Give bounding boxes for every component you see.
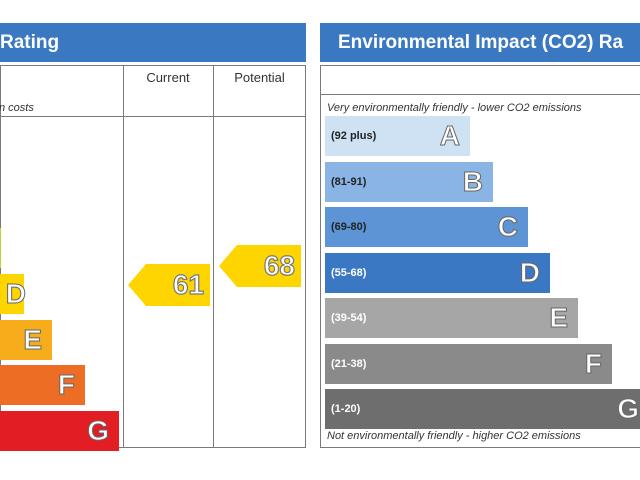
environmental-band-range: (39-54) <box>331 312 367 324</box>
energy-band-letter: E <box>23 324 43 356</box>
environmental-band-range: (69-80) <box>331 221 367 233</box>
energy-divider-current <box>123 65 124 448</box>
energy-band-letter: F <box>57 369 75 401</box>
environmental-band-range: (81-91) <box>331 175 367 188</box>
environmental-band-e: (39-54) E <box>325 298 578 338</box>
energy-panel-title: Rating <box>0 32 60 53</box>
energy-divider-potential <box>213 65 214 448</box>
energy-band-letter: G <box>87 415 110 447</box>
potential-rating-value: 68 <box>263 249 295 281</box>
environmental-band-letter: E <box>549 302 569 334</box>
energy-top-note: n costs <box>0 102 34 114</box>
environmental-band-d: (55-68) D <box>325 252 550 293</box>
energy-panel-header: Rating <box>0 23 306 62</box>
environmental-band-letter: B <box>462 165 483 197</box>
environmental-band-letter: A <box>439 120 460 152</box>
energy-band-letter: D <box>5 278 26 310</box>
current-rating-value: 61 <box>172 268 204 300</box>
energy-rating-panel: Rating Current Potential n costs costs D… <box>0 23 306 451</box>
environmental-column-header-row <box>320 65 640 95</box>
energy-band-f: F <box>0 365 85 405</box>
environmental-band-f: (21-38) F <box>325 343 612 384</box>
environmental-band-range: (92 plus) <box>331 130 377 142</box>
environmental-band-a: (92 plus) A <box>325 116 470 156</box>
environmental-band-b: (81-91) B <box>325 161 493 202</box>
environmental-panel-header: Environmental Impact (CO2) Ra <box>320 23 640 62</box>
column-current-label: Current <box>146 70 190 85</box>
environmental-band-letter: D <box>519 256 540 288</box>
environmental-band-range: (1-20) <box>331 403 361 415</box>
environmental-band-g: (1-20) G <box>325 389 640 429</box>
energy-band-c <box>0 228 1 268</box>
current-arrow-shape <box>128 264 210 306</box>
environmental-band-range: (55-68) <box>331 266 367 279</box>
environmental-panel-frame <box>320 65 640 448</box>
potential-arrow-shape <box>219 245 301 287</box>
environmental-band-letter: G <box>617 393 640 425</box>
energy-band-g: G <box>0 411 119 451</box>
energy-band-e: E <box>0 320 52 360</box>
environmental-band-range: (21-38) <box>331 357 367 370</box>
environmental-top-note: Very environmentally friendly - lower CO… <box>327 102 582 114</box>
environmental-band-c: (69-80) C <box>325 207 528 247</box>
current-rating-arrow: 61 <box>128 264 210 306</box>
environmental-band-letter: C <box>497 211 518 243</box>
energy-column-header-row <box>0 65 306 117</box>
column-potential-label: Potential <box>234 70 285 85</box>
environmental-impact-panel: Environmental Impact (CO2) Ra Very envir… <box>320 23 640 448</box>
potential-rating-arrow: 68 <box>219 245 301 287</box>
environmental-panel-title: Environmental Impact (CO2) Ra <box>338 32 624 53</box>
environmental-bottom-note: Not environmentally friendly - higher CO… <box>327 430 581 442</box>
environmental-band-letter: F <box>584 347 602 379</box>
energy-band-d: D <box>0 274 27 314</box>
